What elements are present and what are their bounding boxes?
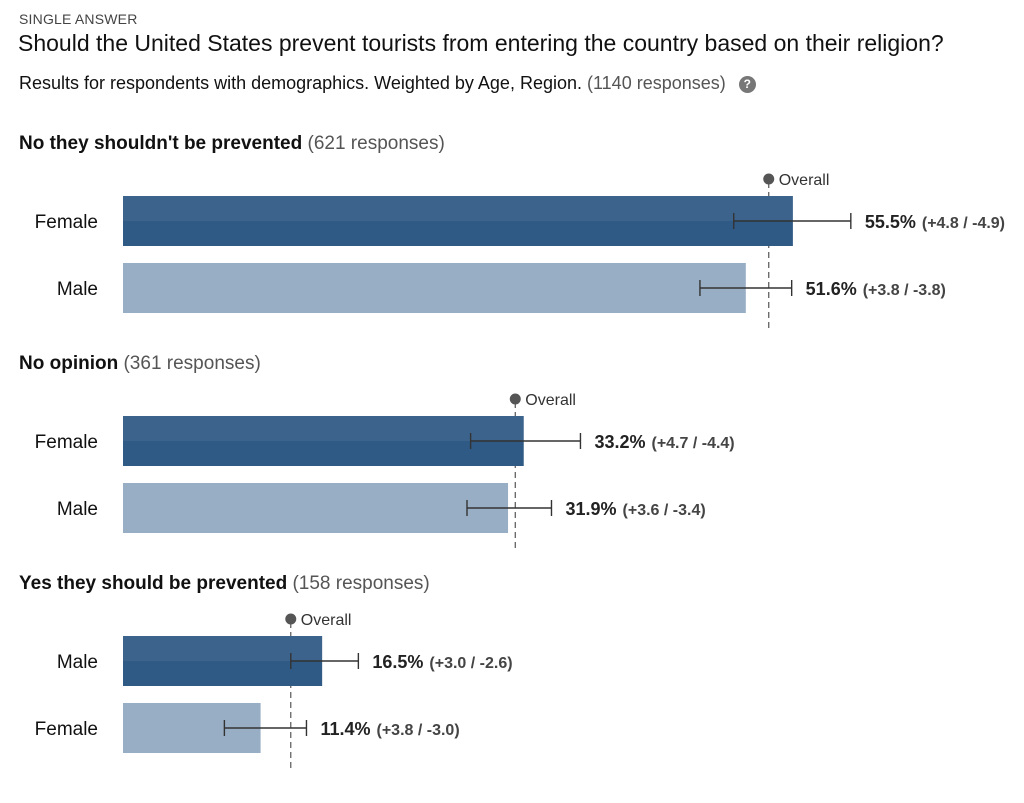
row-label: Male: [57, 652, 98, 673]
value-label: 16.5% (+3.0 / -2.6): [372, 652, 512, 672]
total-response-count: (1140 responses): [587, 73, 726, 93]
bar: [123, 483, 509, 533]
row-label: Female: [35, 432, 98, 453]
value-label: 33.2% (+4.7 / -4.4): [594, 432, 734, 452]
row-label: Female: [35, 212, 98, 233]
group-response-count: (158 responses): [292, 573, 429, 594]
group-response-count: (361 responses): [123, 353, 260, 374]
results-subtitle: Results for respondents with demographic…: [19, 73, 756, 94]
overall-label: Overall: [779, 172, 830, 189]
overall-marker-dot: [285, 613, 297, 625]
value-label: 11.4% (+3.8 / -3.0): [320, 719, 459, 739]
group-title: No opinion (361 responses): [19, 353, 261, 374]
bar: [123, 416, 524, 466]
confidence-interval-label: (+3.0 / -2.6): [429, 655, 512, 672]
question-title: Should the United States prevent tourist…: [18, 30, 944, 56]
row-label: Male: [57, 279, 98, 300]
overall-label: Overall: [301, 612, 352, 629]
bar-sheen: [123, 416, 524, 441]
bar: [123, 263, 746, 313]
confidence-interval-label: (+3.8 / -3.0): [377, 722, 460, 739]
confidence-interval-label: (+4.8 / -4.9): [922, 215, 1005, 232]
value-label: 51.6% (+3.8 / -3.8): [806, 279, 946, 299]
bar: [123, 636, 323, 686]
group-title: Yes they should be prevented (158 respon…: [19, 573, 430, 594]
overall-marker-dot: [509, 393, 521, 405]
row-label: Male: [57, 499, 98, 520]
overall-marker-dot: [763, 173, 775, 185]
group-response-count: (621 responses): [308, 133, 445, 154]
bar-sheen: [123, 196, 793, 221]
subtitle-text: Results for respondents with demographic…: [19, 73, 582, 93]
confidence-interval-label: (+3.6 / -3.4): [623, 502, 706, 519]
question-circle-icon[interactable]: ?: [738, 76, 756, 93]
row-label: Female: [35, 719, 98, 740]
confidence-interval-label: (+4.7 / -4.4): [651, 435, 734, 452]
group-title: No they shouldn't be prevented (621 resp…: [19, 133, 445, 154]
question-type-label: SINGLE ANSWER: [19, 11, 138, 27]
bar: [123, 196, 793, 246]
value-label: 31.9% (+3.6 / -3.4): [565, 499, 705, 519]
bar-sheen: [123, 636, 323, 661]
value-label: 55.5% (+4.8 / -4.9): [865, 212, 1005, 232]
confidence-interval-label: (+3.8 / -3.8): [863, 282, 946, 299]
overall-label: Overall: [525, 392, 576, 409]
